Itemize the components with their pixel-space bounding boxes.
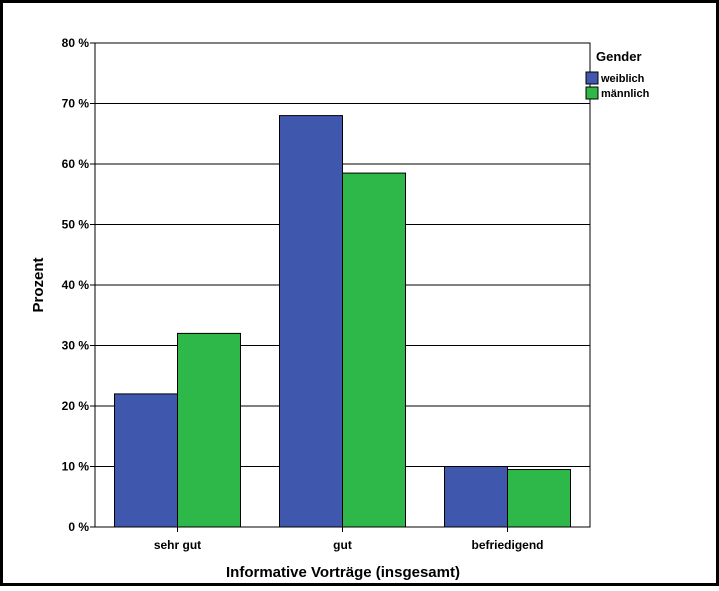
legend-swatch bbox=[585, 71, 599, 85]
y-axis-title: Prozent bbox=[30, 257, 47, 312]
x-axis: sehr gut gut befriedigend bbox=[154, 527, 544, 552]
legend: Gender weiblich männlich bbox=[585, 49, 650, 100]
legend-title: Gender bbox=[596, 49, 642, 64]
y-tick-label: 60 % bbox=[62, 157, 90, 171]
bar-männlich-befriedigend bbox=[507, 469, 571, 528]
y-axis: 0 % 10 % 20 % 30 % 40 % 50 % 60 % 70 % 80 % bbox=[62, 36, 95, 534]
y-tick-label: 0 % bbox=[68, 520, 89, 534]
x-tick-label: befriedigend bbox=[471, 538, 543, 552]
x-tick-label: sehr gut bbox=[154, 538, 201, 552]
legend-label: weiblich bbox=[600, 73, 645, 85]
y-tick-label: 50 % bbox=[62, 218, 90, 232]
bar-männlich-sehr-gut bbox=[177, 332, 241, 528]
y-tick-label: 70 % bbox=[62, 97, 90, 111]
x-axis-title: Informative Vorträge (insgesamt) bbox=[226, 564, 460, 581]
y-tick-label: 80 % bbox=[62, 36, 90, 50]
bar-weiblich-befriedigend bbox=[444, 466, 508, 528]
y-tick-label: 20 % bbox=[62, 399, 90, 413]
bars bbox=[114, 115, 571, 528]
bar-weiblich-sehr-gut bbox=[114, 393, 178, 528]
y-tick-label: 30 % bbox=[62, 339, 90, 353]
bar-weiblich-gut bbox=[279, 115, 343, 528]
y-tick-label: 10 % bbox=[62, 460, 90, 474]
legend-swatch bbox=[585, 86, 599, 100]
bar-männlich-gut bbox=[342, 172, 406, 528]
x-tick-label: gut bbox=[333, 538, 352, 552]
legend-label: männlich bbox=[601, 88, 650, 100]
y-tick-label: 40 % bbox=[62, 278, 90, 292]
